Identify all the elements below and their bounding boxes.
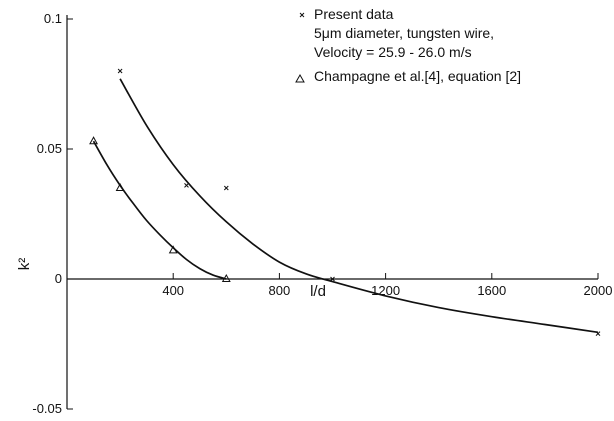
legend-entry-champagne: Champagne et al.[4], equation [2] [314,68,521,84]
x-tick-label: 400 [162,283,184,298]
x-tick-label: 2000 [584,283,613,298]
series-x-curve [119,78,599,334]
x-tick-label: 1600 [477,283,506,298]
series-triangle-curve [92,140,227,280]
legend: Present data 5μm diameter, tungsten wire… [295,6,521,84]
legend-marker-triangle [295,73,305,83]
legend-entry-velocity: Velocity = 25.9 - 26.0 m/s [314,44,472,60]
data-point-triangle [221,273,231,282]
data-point-triangle [115,182,125,191]
legend-entry-present-data: Present data [314,6,394,22]
data-point-x [330,276,335,282]
data-point-x [184,183,189,188]
data-point-triangle [89,136,98,145]
data-point-x [595,331,601,336]
y-tick-label: 0.1 [44,11,62,26]
y-axis-title: k² [16,258,33,271]
data-point-x [223,185,229,191]
y-tick-label: 0.05 [37,141,62,156]
y-tick-label: -0.05 [32,401,62,416]
legend-entry-wire: 5μm diameter, tungsten wire, [314,25,494,41]
x-axis-title: l/d [310,283,326,300]
legend-marker-x [299,12,305,18]
data-point-x [117,68,123,74]
x-tick-label: 800 [269,283,291,298]
y-tick-label: 0 [55,271,62,286]
data-point-triangle [168,245,178,254]
